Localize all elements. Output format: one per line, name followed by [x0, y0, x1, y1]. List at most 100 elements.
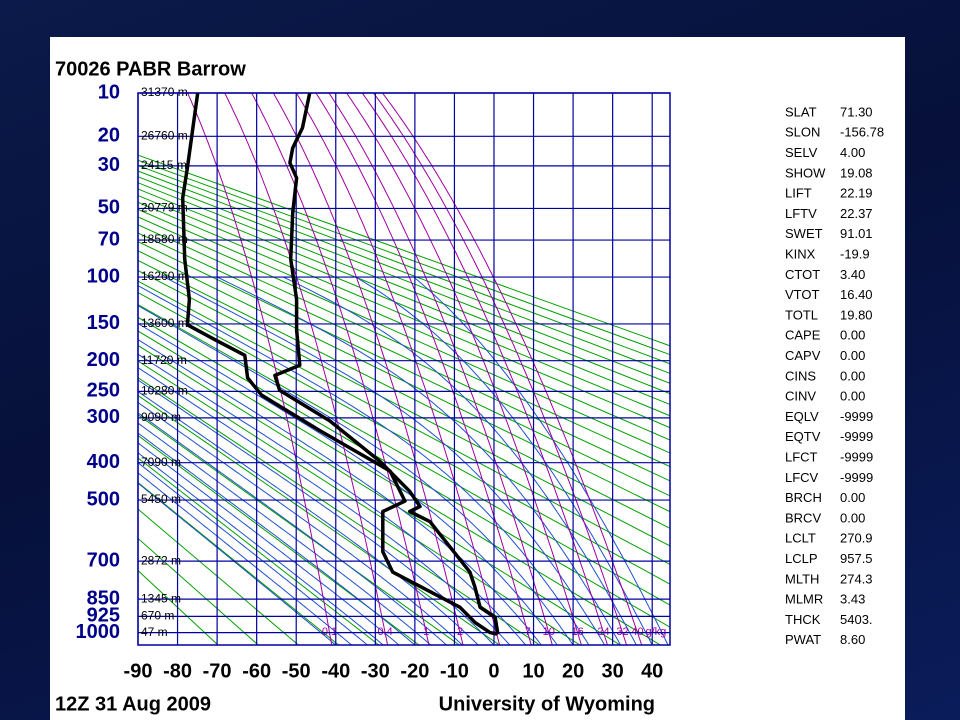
y-tick-label: 300: [87, 406, 120, 428]
moist-adiabat: [138, 390, 479, 645]
height-label: 10280 m: [141, 384, 188, 398]
dry-adiabat: [138, 170, 670, 374]
y-tick-label: 1000: [76, 621, 121, 643]
mixing-ratio-line: [361, 93, 608, 645]
dry-adiabat: [138, 201, 670, 429]
y-tick-label: 400: [87, 451, 120, 473]
chart-title: 70026 PABR Barrow: [55, 58, 246, 80]
mixing-ratio-line: [382, 93, 643, 645]
index-value: 5403.: [840, 612, 873, 627]
index-name: CINS: [785, 368, 816, 383]
moist-adiabat: [138, 452, 384, 645]
index-name: CTOT: [785, 267, 820, 282]
mixing-ratio-label: 2: [457, 626, 463, 638]
height-label: 1345 m: [141, 591, 181, 605]
moist-adiabat: [138, 482, 337, 645]
index-name: PWAT: [785, 632, 821, 647]
y-tick-label: 500: [87, 488, 120, 510]
y-tick-label: 700: [87, 549, 120, 571]
index-value: -19.9: [840, 247, 870, 262]
height-label: 13600 m: [141, 316, 188, 330]
index-value: 71.30: [840, 104, 873, 119]
dry-adiabat: [138, 188, 670, 406]
x-tick-label: -20: [400, 660, 429, 682]
mixing-ratio-label: 1: [423, 626, 429, 638]
moist-adiabat: [283, 276, 637, 645]
moist-adiabat: [164, 276, 606, 645]
x-tick-label: -70: [203, 660, 232, 682]
y-tick-label: 150: [87, 312, 120, 334]
index-name: CAPE: [785, 328, 821, 343]
height-label: 670 m: [141, 609, 174, 623]
panel: [50, 37, 905, 720]
y-tick-label: 10: [98, 81, 120, 103]
mixing-ratio-label: 32: [616, 626, 628, 638]
height-label: 18580 m: [141, 232, 188, 246]
index-name: TOTL: [785, 307, 818, 322]
index-value: -156.78: [840, 125, 884, 140]
x-tick-label: 0: [488, 660, 499, 682]
index-name: SHOW: [785, 165, 826, 180]
y-tick-label: 250: [87, 380, 120, 402]
dry-adiabat: [138, 159, 670, 356]
mixing-ratio-label: 10: [543, 626, 555, 638]
index-name: BRCV: [785, 510, 821, 525]
y-tick-label: 200: [87, 349, 120, 371]
moist-adiabat: [413, 276, 669, 645]
mixing-ratio-unit: g/kg: [645, 626, 666, 638]
mixing-ratio-label: 16: [571, 626, 583, 638]
index-value: 0.00: [840, 510, 865, 525]
dry-adiabat: [138, 304, 670, 606]
profile-line: [180, 92, 498, 636]
height-label: 47 m: [141, 625, 168, 639]
height-label: 11720 m: [141, 353, 187, 367]
moist-adiabat: [138, 285, 590, 645]
y-tick-label: 20: [98, 125, 120, 147]
dry-adiabat: [138, 377, 540, 645]
background-lines: [138, 93, 670, 645]
index-name: LCLP: [785, 551, 818, 566]
height-label: 2872 m: [141, 553, 181, 567]
index-name: LIFT: [785, 186, 812, 201]
mixing-ratio-label: 0.4: [377, 626, 392, 638]
dry-adiabat: [138, 269, 670, 547]
mixing-ratio-label: 7: [525, 626, 531, 638]
index-value: 22.19: [840, 186, 873, 201]
dry-adiabat: [138, 216, 670, 454]
dry-adiabat: [138, 330, 661, 645]
index-name: VTOT: [785, 287, 819, 302]
dry-adiabat: [138, 394, 500, 645]
index-name: SLAT: [785, 104, 817, 119]
index-value: 4.00: [840, 145, 865, 160]
mixing-ratio-line: [251, 93, 430, 645]
dry-adiabat: [138, 154, 670, 347]
dry-adiabat: [138, 259, 670, 529]
index-value: -9999: [840, 470, 873, 485]
height-label: 31370 m: [141, 85, 188, 99]
dry-adiabat: [138, 360, 581, 645]
moist-adiabat: [138, 472, 352, 645]
moist-adiabat: [138, 366, 511, 645]
index-name: THCK: [785, 612, 821, 627]
date-label: 12Z 31 Aug 2009: [55, 693, 211, 715]
index-name: KINX: [785, 247, 816, 262]
moist-adiabat: [216, 276, 622, 645]
index-value: 0.00: [840, 328, 865, 343]
index-value: -9999: [840, 450, 873, 465]
index-value: 19.80: [840, 307, 873, 322]
moist-adiabat: [138, 339, 542, 645]
x-tick-label: 20: [562, 660, 584, 682]
mixing-ratio-label: 0.1: [322, 626, 337, 638]
index-value: 22.37: [840, 206, 873, 221]
index-value: 3.43: [840, 592, 865, 607]
y-tick-label: 70: [98, 228, 120, 250]
moist-adiabat: [138, 432, 416, 645]
dry-adiabat: [138, 344, 621, 645]
index-name: BRCH: [785, 490, 822, 505]
index-name: EQTV: [785, 429, 821, 444]
dry-adiabat: [138, 481, 339, 645]
dry-adiabat: [138, 457, 380, 645]
dry-adiabat: [138, 232, 670, 482]
index-name: LCLT: [785, 531, 816, 546]
